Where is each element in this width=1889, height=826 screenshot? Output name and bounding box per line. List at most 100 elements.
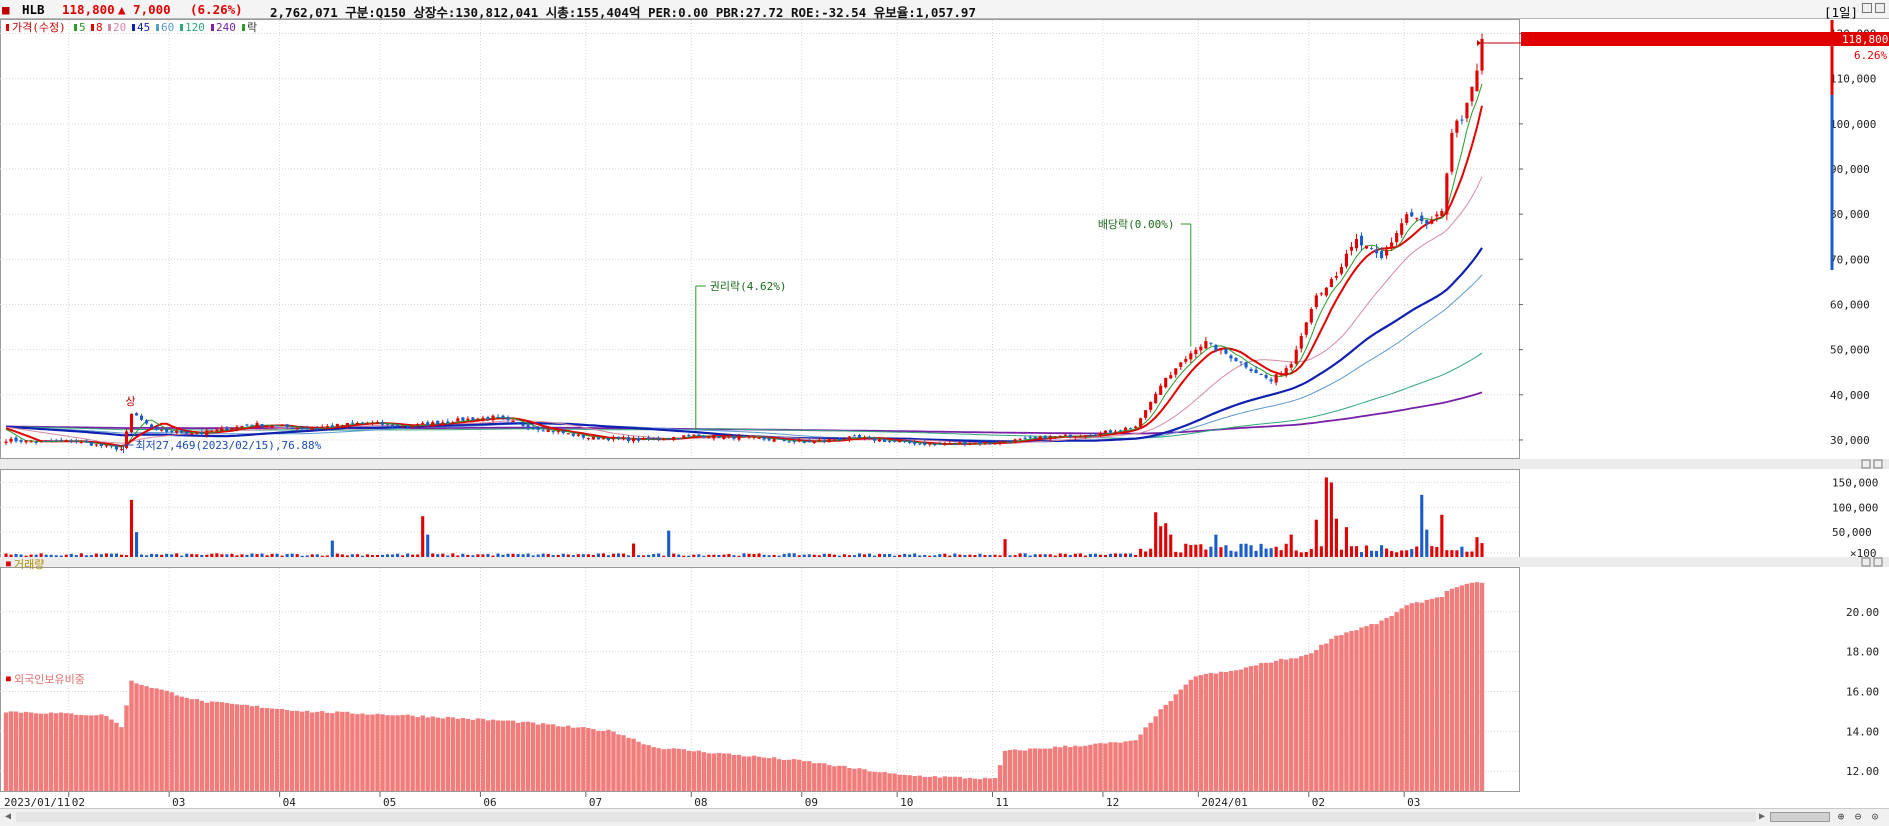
zoom-out-icon[interactable]: ⊖	[1854, 810, 1862, 823]
volume-bar	[330, 540, 334, 557]
zoom-in-icon[interactable]: ⊕	[1837, 810, 1845, 823]
candle-body	[1299, 336, 1303, 349]
candle-body	[305, 427, 309, 430]
foreign-ratio-bar	[64, 713, 69, 791]
volume-bar	[1375, 550, 1379, 557]
foreign-ratio-bar	[209, 701, 215, 791]
volume-bar	[1199, 544, 1203, 557]
scroll-left-icon[interactable]: ◀	[4, 811, 12, 822]
ma45-line	[5, 247, 1483, 443]
volume-bar	[345, 555, 349, 557]
legend-foreign-marker: ■	[6, 674, 11, 683]
foreign-ratio-bar	[1334, 635, 1339, 791]
candle-body	[104, 445, 108, 447]
foreign-ratio-bar	[69, 713, 74, 791]
foreign-ratio-bar	[169, 692, 174, 791]
candle-body	[732, 436, 736, 439]
volume-bar	[1023, 553, 1027, 557]
volume-bar	[1098, 554, 1103, 557]
candle-body	[631, 438, 636, 442]
panel-separator	[0, 557, 1889, 567]
foreign-ratio-bar	[1454, 587, 1460, 791]
candle-body	[175, 430, 179, 433]
foreign-ratio-bar	[711, 753, 717, 791]
foreign-ratio-bar	[556, 726, 561, 791]
volume-bar	[586, 554, 590, 557]
foreign-ratio-bar	[279, 708, 285, 791]
candle-body	[1164, 377, 1168, 388]
volume-bar	[1309, 549, 1313, 557]
foreign-ratio-bar	[1078, 746, 1083, 791]
volume-axis-label: 50,000	[1832, 526, 1872, 539]
foreign-ratio-bar	[1424, 599, 1429, 791]
candle-body	[903, 440, 907, 442]
candle-body	[767, 438, 771, 441]
volume-bar	[1058, 553, 1062, 557]
candle-body	[340, 425, 344, 427]
candle-body	[717, 436, 721, 438]
close-icon[interactable]	[1875, 3, 1885, 13]
restore-icon[interactable]	[1862, 3, 1872, 13]
foreign-ratio-bar	[1183, 684, 1189, 791]
candle-body	[265, 425, 269, 427]
volume-bar	[521, 554, 525, 557]
volume-bar	[526, 553, 530, 557]
legend-ma-label: 5	[79, 21, 86, 34]
volume-bar	[898, 554, 902, 557]
candle-body	[561, 431, 565, 434]
volume-bar	[1103, 554, 1108, 557]
foreign-ratio-bar	[1032, 748, 1038, 791]
volume-bar	[466, 554, 470, 557]
volume-bar	[220, 554, 224, 557]
candle-body	[185, 431, 189, 434]
foreign-ratio-bar	[877, 772, 882, 791]
volume-bar	[1254, 550, 1258, 557]
foreign-ratio-bar	[1198, 674, 1204, 791]
volume-bar	[1174, 551, 1178, 557]
volume-bar	[702, 555, 706, 557]
candle-body	[1169, 375, 1173, 379]
candle-body	[571, 433, 575, 436]
legend-ma-label: 240	[216, 21, 236, 34]
foreign-ratio-bar	[1459, 585, 1465, 791]
scroll-right-icon[interactable]: ▶	[1758, 811, 1766, 822]
foreign-ratio-bar	[340, 711, 345, 791]
volume-bar	[817, 555, 821, 557]
candle-body	[958, 442, 962, 444]
foreign-ratio-bar	[485, 720, 491, 791]
foreign-ratio-bar	[1268, 662, 1274, 791]
foreign-ratio-bar	[761, 757, 767, 791]
candle-body	[637, 437, 641, 441]
foreign-ratio-bar	[134, 683, 139, 791]
volume-bar	[285, 554, 289, 557]
foreign-ratio-bar	[53, 713, 59, 791]
foreign-ratio-bar	[771, 757, 777, 791]
period-selector[interactable]: [1일]	[1824, 5, 1859, 20]
volume-bar	[616, 553, 621, 557]
volume-bar	[1068, 555, 1072, 557]
candle-body	[114, 445, 119, 450]
foreign-ratio-bar	[1173, 694, 1178, 791]
scrollbar-track[interactable]	[16, 812, 1756, 822]
volume-bar	[29, 554, 33, 557]
candle-body	[993, 443, 997, 445]
candle-body	[908, 440, 912, 443]
candle-body	[124, 431, 129, 448]
candle-body	[170, 430, 174, 433]
foreign-ratio-bar	[380, 714, 385, 791]
volume-bar	[1194, 544, 1198, 557]
candle-body	[1068, 434, 1072, 438]
candle-body	[616, 436, 621, 439]
foreign-panel-title: 외국인보유비중	[14, 673, 85, 686]
symbol-name[interactable]: HLB	[22, 2, 45, 17]
candle-body	[205, 430, 209, 436]
zoom-slider[interactable]	[1770, 812, 1830, 822]
volume-bar	[837, 555, 841, 557]
volume-bar	[1083, 555, 1087, 557]
candle-body	[918, 443, 922, 445]
volume-bar	[260, 553, 264, 557]
volume-bar	[1329, 482, 1333, 557]
zoom-reset-icon[interactable]: ⊙	[1871, 810, 1879, 823]
legend-ma-marker	[211, 24, 214, 31]
